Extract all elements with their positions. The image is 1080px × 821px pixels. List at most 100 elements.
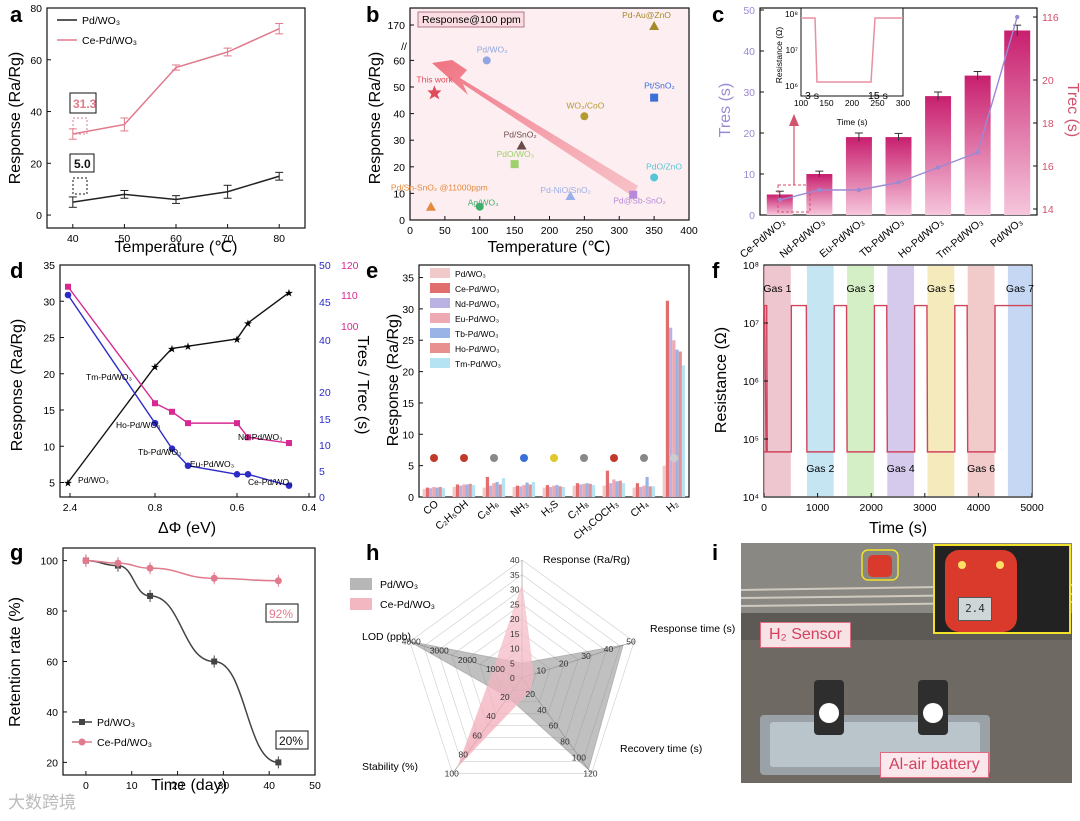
photo-label-battery: Al-air battery <box>880 752 989 778</box>
chart-a-ytick-label: 20 <box>30 158 42 170</box>
chart-g-xtick-label: 10 <box>126 780 138 792</box>
chart-f-xtick-label: 3000 <box>913 502 937 514</box>
chart-b-point <box>427 85 442 100</box>
chart-b-point-label: Pd@Sb-SnO₂ <box>613 196 666 206</box>
chart-a-ylabel: Response (Ra/Rg) <box>7 52 24 185</box>
chart-e-bar <box>639 486 643 497</box>
chart-c-arrow-head <box>789 114 799 126</box>
chart-d-point-star: ★ <box>183 341 193 353</box>
chart-d-xlabel: ΔΦ (eV) <box>158 520 216 537</box>
chart-e-ytick-label: 0 <box>408 492 414 504</box>
chart-d-point <box>185 420 191 427</box>
chart-a-ytick-label: 80 <box>30 3 42 15</box>
legend-e-swatch <box>430 283 450 293</box>
chart-e-bar <box>609 483 613 497</box>
chart-b-title: Response@100 ppm <box>422 14 521 26</box>
chart-e-bar <box>549 486 553 497</box>
chart-h-tick-label: 80 <box>560 737 570 747</box>
photo-i <box>740 543 1073 783</box>
chart-e-bar <box>651 486 656 497</box>
chart-d-point <box>234 420 240 427</box>
chart-h-axis-response: Response (Ra/Rg) <box>543 554 630 566</box>
chart-e-bar <box>501 478 506 497</box>
chart-e-bar <box>585 483 589 497</box>
chart-b-ytick-label: 10 <box>393 188 405 200</box>
chart-e-bar <box>468 483 472 497</box>
chart-b-point <box>580 112 589 121</box>
chart-b-axis-break: // <box>401 41 407 53</box>
chart-d-frame <box>59 264 316 498</box>
chart-g-point <box>114 559 122 567</box>
chart-b-point-label: Pt/SnO₂ <box>644 81 675 91</box>
chart-b-xtick-label: 200 <box>541 225 559 237</box>
chart-g-xlabel: Time (day) <box>151 777 227 794</box>
annot-g-box-2 <box>275 730 309 750</box>
chart-h-tick-label: 30 <box>581 651 591 661</box>
chart-c-bar <box>1004 30 1031 215</box>
chart-a-xlabel: Temperature (℃) <box>115 239 238 256</box>
chart-e-bar <box>462 484 466 497</box>
chart-e-bar <box>525 482 529 497</box>
legend-h-swatch-1 <box>350 578 372 590</box>
chart-d-ytick-label: 5 <box>49 478 55 490</box>
chart-h: 0510152025303540102030405020406080100120… <box>350 554 735 778</box>
chart-c-trec-point <box>777 197 782 203</box>
legend-e-label: Nd-Pd/WO₃ <box>455 299 500 309</box>
chart-a-ytick-label: 40 <box>30 107 42 119</box>
chart-d-y2tick-label: 40 <box>319 335 331 347</box>
chart-b-xtick-label: 100 <box>471 225 489 237</box>
chart-e-category-label: C₆H₆ <box>475 498 501 522</box>
chart-c-ytick-label: 40 <box>743 46 755 58</box>
panel-label-g: g <box>10 540 23 565</box>
chart-e-bar <box>459 485 463 497</box>
chart-e-ytick-label: 15 <box>402 398 414 410</box>
chart-b-title-box <box>417 11 525 28</box>
photo-sensor-small <box>868 555 892 577</box>
chart-b-point-label: PdO/WO₃ <box>497 149 534 159</box>
chart-g-xtick-label: 30 <box>218 780 230 792</box>
chart-d-y2label: Tres / Trec (s) <box>354 336 371 435</box>
chart-d-point-star: ★ <box>63 478 73 490</box>
chart-e-bar <box>455 484 460 497</box>
chart-c-y2label: Trec (s) <box>1064 83 1080 138</box>
chart-e-category-label: CH₄ <box>628 498 651 520</box>
chart-e-category-label: CO <box>421 498 441 517</box>
chart-b-ytick-label: 170 <box>387 20 405 32</box>
chart-e-bar <box>672 340 676 497</box>
photo-sensor-led-right <box>996 561 1004 569</box>
chart-h-tick-label: 35 <box>510 570 520 580</box>
chart-f-ytick-label: 10⁵ <box>743 434 759 446</box>
chart-e-molecule-icon <box>520 454 528 462</box>
watermark-text: 大数跨境 <box>8 793 76 813</box>
chart-c-ytick-label: 0 <box>749 210 755 222</box>
chart-f-gas-band <box>887 266 915 496</box>
chart-f-ytick-label: 10⁴ <box>743 492 759 504</box>
chart-g-xtick-label: 40 <box>263 780 275 792</box>
chart-e-bar <box>579 484 583 497</box>
chart-d-point-label: Eu-Pd/WO₃ <box>190 459 234 469</box>
chart-g-ytick-label: 80 <box>46 606 58 618</box>
chart-c-inset-xlabel: Time (s) <box>837 117 868 127</box>
chart-d-y2tick-label: 0 <box>319 492 325 504</box>
chart-a-xtick-label: 70 <box>222 233 234 245</box>
chart-c-trec-point <box>1015 14 1020 20</box>
chart-e-bar <box>582 483 586 497</box>
photo-label-h2-sensor: H₂ Sensor <box>760 622 851 648</box>
chart-b-ytick-label: 30 <box>393 135 405 147</box>
chart-c-y2tick-label: 116 <box>1042 12 1059 24</box>
chart-e-bar <box>498 484 502 497</box>
panel-label-b: b <box>366 2 379 27</box>
chart-b-point <box>510 160 519 169</box>
chart-g: 0 10 20 30 40 50 20 40 60 80 100 Time (day) Retent… <box>7 547 321 794</box>
chart-e-bar <box>435 487 439 497</box>
chart-h-tick-label: 3000 <box>430 646 449 656</box>
chart-h-grid-ring <box>423 574 621 762</box>
chart-e-ytick-label: 35 <box>402 273 414 285</box>
legend-e-label: Eu-Pd/WO₃ <box>455 314 499 324</box>
chart-e-bar <box>678 351 682 497</box>
photo-led-2 <box>923 703 943 723</box>
chart-g-xtick-label: 20 <box>172 780 184 792</box>
chart-d-point <box>151 419 159 427</box>
panel-label-e: e <box>366 258 378 283</box>
chart-d-ytick-label: 35 <box>43 260 55 272</box>
